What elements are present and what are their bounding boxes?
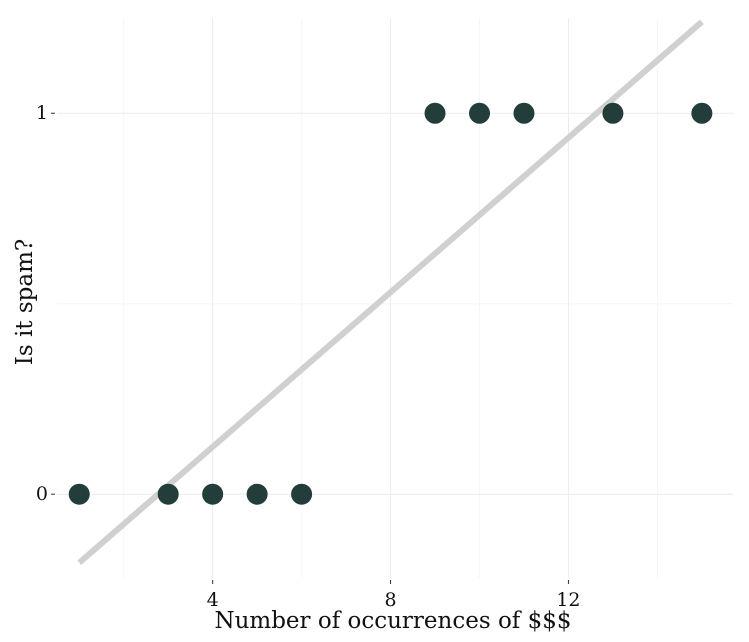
- data-point: [157, 483, 179, 505]
- fit-line-group: [77, 19, 704, 566]
- data-point: [68, 483, 90, 505]
- x-tick-label: 4: [207, 589, 219, 611]
- data-point: [691, 102, 713, 124]
- x-axis-ticks: 4 8 12: [207, 580, 581, 611]
- data-points: [68, 102, 713, 505]
- data-point: [469, 102, 490, 124]
- y-tick-label: 1: [36, 102, 48, 124]
- x-tick-label: 8: [385, 589, 397, 611]
- x-axis-title: Number of occurrences of $$$: [214, 608, 571, 634]
- data-point: [513, 102, 535, 124]
- x-tick-label: 12: [556, 589, 580, 611]
- y-tick-label: 0: [36, 483, 48, 505]
- y-axis-ticks: 01: [36, 102, 55, 505]
- fit-line: [77, 19, 704, 566]
- data-point: [202, 483, 224, 505]
- data-point: [602, 102, 624, 124]
- data-point: [246, 483, 268, 505]
- y-axis-title: Is it spam?: [12, 239, 38, 366]
- data-point: [291, 483, 313, 505]
- data-point: [424, 102, 446, 124]
